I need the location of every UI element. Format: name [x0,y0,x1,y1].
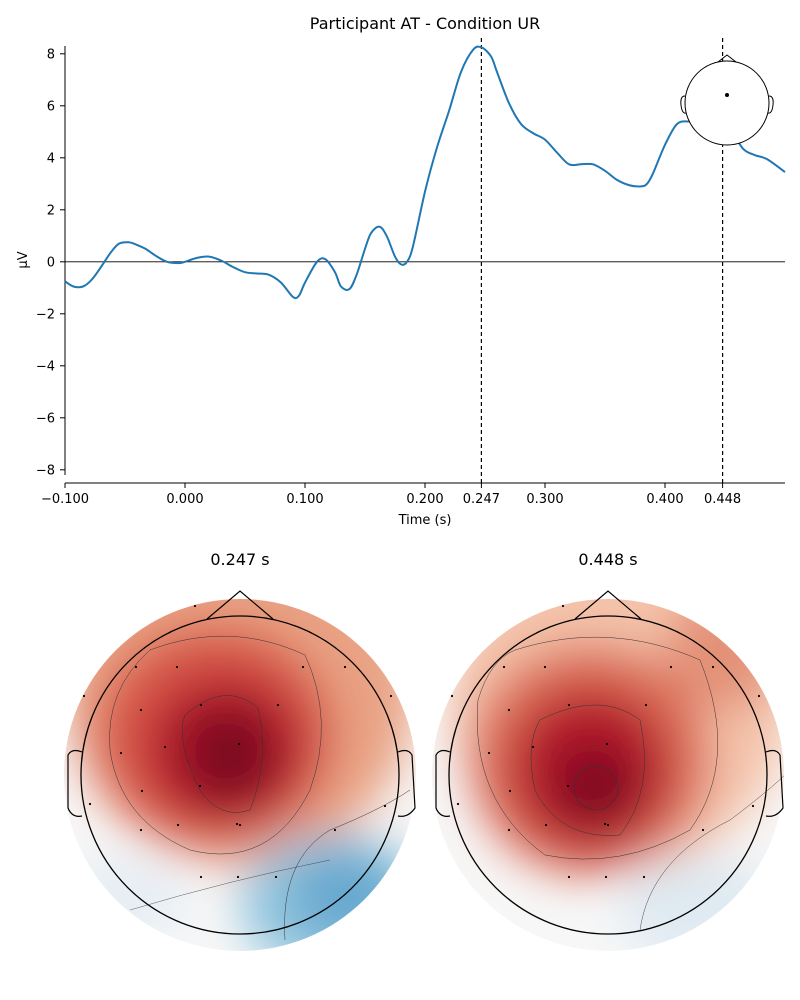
plot-title: Participant AT - Condition UR [310,14,540,33]
sensor-dot [139,708,143,712]
sensor-dot [711,665,715,669]
sensor-dot [507,828,511,832]
y-tick-label: −8 [36,463,55,478]
sensor-dot [567,875,571,879]
sensor-dot [88,802,92,806]
sensor-dot [176,823,180,827]
sensor-dot [544,823,548,827]
sensor-dot [343,665,347,669]
sensor-dot [383,804,387,808]
y-tick-label: 0 [47,255,55,270]
erp-series-line [64,45,786,300]
sensor-dot [531,745,535,749]
sensor-dots-1 [82,604,393,879]
sensor-dot [82,694,86,698]
y-axis: 8 6 4 2 0 −2 −4 −6 −8 [36,47,65,478]
sensor-dot [566,784,570,788]
sensor-dot [604,875,608,879]
sensor-dot [238,823,242,827]
x-axis: −0.100 0.000 0.100 0.200 0.247 0.300 0.400 0.44… [41,483,741,507]
x-tick-label: 0.100 [286,492,323,507]
y-tick-label: 2 [47,203,55,218]
y-tick-label: 4 [47,151,55,166]
x-axis-label: Time (s) [398,513,452,528]
erp-plot: Participant AT - Condition UR 8 6 4 2 0 −2 −4 −… [16,14,786,528]
sensor-dot [119,751,123,755]
sensor-dot [163,745,167,749]
sensor-dot [456,802,460,806]
sensor-dot [603,822,607,826]
y-axis-label: µV [16,251,31,268]
sensor-dot [198,784,202,788]
sensor-dot [701,828,705,832]
sensor-dot [642,875,646,879]
sensor-dot [236,875,240,879]
sensor-dot [134,665,138,669]
topomap-title-2: 0.448 s [578,550,637,569]
x-tick-label: 0.000 [166,492,203,507]
x-tick-label: 0.400 [646,492,683,507]
sensor-dot [567,703,571,707]
sensor-location-inset [680,54,774,146]
sensor-dot [757,694,761,698]
sensor-dot [502,665,506,669]
sensor-dot [193,604,197,608]
sensor-dot [725,93,729,97]
sensor-dot [606,823,610,827]
y-tick-label: 6 [47,99,55,114]
sensor-dot [333,828,337,832]
sensor-dot [276,703,280,707]
sensor-dot [199,703,203,707]
x-tick-label: 0.448 [704,492,741,507]
sensor-dot [507,708,511,712]
sensor-dot [175,665,179,669]
y-tick-label: −6 [36,411,55,426]
sensor-dot [644,703,648,707]
y-tick-label: −2 [36,307,55,322]
x-tick-label: 0.200 [406,492,443,507]
topomap-0448: 0.448 s [432,550,784,951]
sensor-dots-2 [450,604,761,879]
x-tick-label: 0.300 [526,492,563,507]
sensor-dot [508,789,512,793]
sensor-dot [199,875,203,879]
sensor-dot [389,694,393,698]
sensor-dot [487,751,491,755]
sensor-dot [669,665,673,669]
sensor-dot [301,665,305,669]
sensor-dot [450,694,454,698]
sensor-dot [237,742,241,746]
sensor-dot [235,822,239,826]
y-tick-label: −4 [36,359,55,374]
topomap-title-1: 0.247 s [210,550,269,569]
sensor-dot [140,789,144,793]
sensor-dot [543,665,547,669]
sensor-dot [274,875,278,879]
sensor-dot [561,604,565,608]
sensor-dot [139,828,143,832]
y-tick-label: 8 [47,47,55,62]
x-tick-label: 0.247 [463,492,500,507]
topomap-0247: 0.247 s [64,550,416,951]
x-tick-label: −0.100 [41,492,89,507]
sensor-dot [751,804,755,808]
sensor-dot [605,742,609,746]
